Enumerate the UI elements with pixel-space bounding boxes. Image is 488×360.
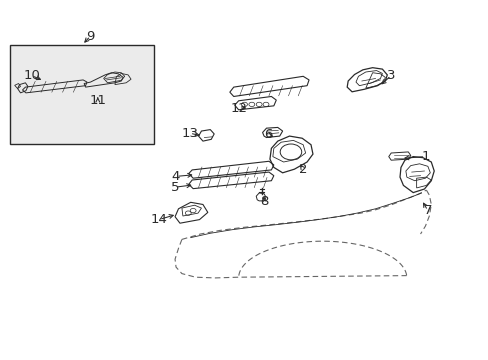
Bar <box>10 45 154 144</box>
Text: 10: 10 <box>23 69 40 82</box>
Text: 9: 9 <box>86 30 95 42</box>
Text: 13: 13 <box>181 127 198 140</box>
Text: 4: 4 <box>171 170 180 183</box>
Text: 7: 7 <box>423 204 431 217</box>
Text: 12: 12 <box>230 102 246 114</box>
Text: 5: 5 <box>170 181 179 194</box>
Text: 6: 6 <box>263 129 272 141</box>
Text: 14: 14 <box>150 213 167 226</box>
Text: 1: 1 <box>420 150 429 163</box>
Text: 2: 2 <box>298 163 307 176</box>
Text: 8: 8 <box>259 195 268 208</box>
Text: 3: 3 <box>386 69 395 82</box>
Text: 11: 11 <box>89 94 106 107</box>
